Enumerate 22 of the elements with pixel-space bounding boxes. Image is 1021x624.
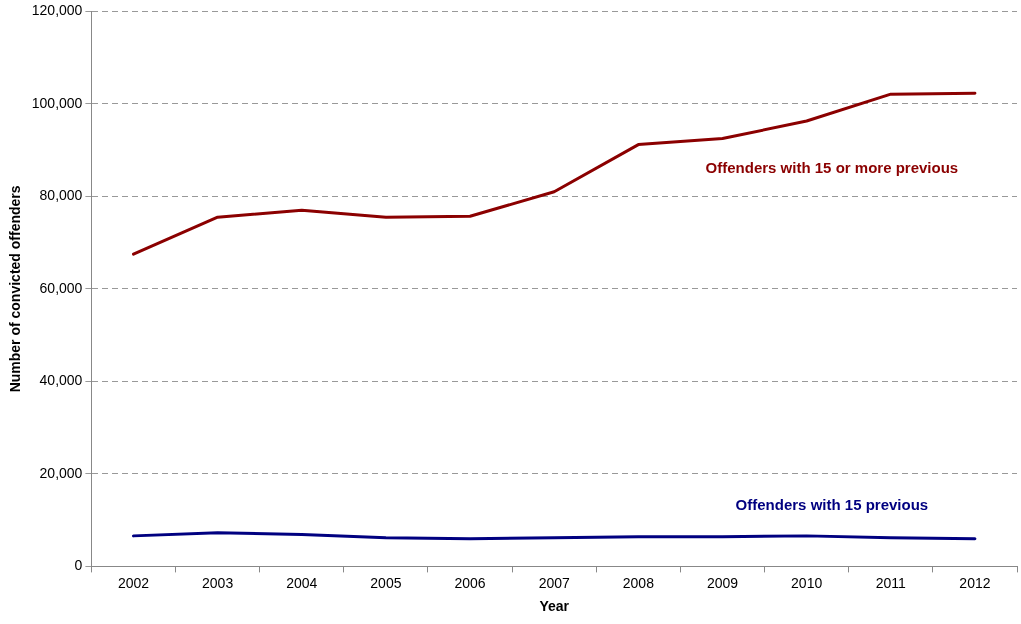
x-tick-label: 2004: [286, 574, 318, 591]
y-tick-label: 80,000: [39, 187, 83, 204]
series-label: Offenders with 15 or more previous: [705, 159, 959, 177]
y-tick-label: 60,000: [39, 279, 83, 296]
y-tick-label: 40,000: [39, 372, 83, 389]
x-axis-title: Year: [539, 598, 570, 615]
x-tick-label: 2007: [538, 574, 570, 591]
x-tick-label: 2011: [875, 574, 907, 591]
series-label: Offenders with 15 previous: [735, 496, 929, 514]
y-tick-label: 0: [74, 557, 83, 574]
x-tick-label: 2012: [959, 574, 991, 591]
x-tick-label: 2009: [706, 574, 739, 591]
y-tick-label: 20,000: [39, 464, 83, 481]
y-tick-label: 120,000: [31, 2, 83, 19]
x-tick-label: 2003: [202, 574, 234, 591]
x-tick-label: 2002: [117, 574, 150, 591]
x-tick-label: 2010: [791, 574, 823, 591]
y-tick-label: 100,000: [31, 94, 83, 111]
x-tick-label: 2005: [370, 574, 402, 591]
x-tick-label: 2006: [454, 574, 486, 591]
x-tick-label: 2008: [622, 574, 655, 591]
y-axis-title: Number of convicted offenders: [7, 185, 24, 393]
